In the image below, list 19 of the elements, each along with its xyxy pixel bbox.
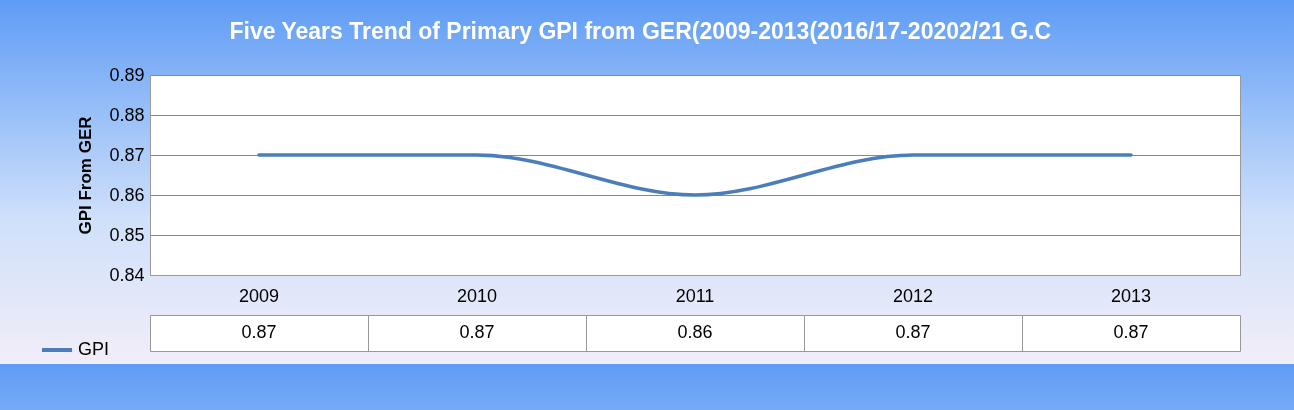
data-label: 0.87 xyxy=(895,322,931,342)
data-label: 0.87 xyxy=(241,322,277,342)
x-tick-label: 2013 xyxy=(1110,285,1152,306)
legend-label: GPI xyxy=(78,339,110,359)
chart-title: Five Years Trend of Primary GPI from GER(2009-2013(2016/17-20202/21 G.C xyxy=(229,17,1052,44)
x-tick-label: 2011 xyxy=(675,285,715,306)
data-label: 0.86 xyxy=(677,322,713,342)
y-tick-label: 0.84 xyxy=(109,264,145,285)
y-tick-label: 0.88 xyxy=(109,104,145,125)
y-tick-label: 0.89 xyxy=(109,64,145,85)
y-tick-label: 0.87 xyxy=(109,144,145,165)
y-tick-label: 0.85 xyxy=(109,224,145,245)
x-tick-label: 2010 xyxy=(456,285,498,306)
data-label: 0.87 xyxy=(1113,322,1149,342)
x-tick-label: 2009 xyxy=(238,285,280,306)
x-tick-label: 2012 xyxy=(892,285,934,306)
data-label: 0.87 xyxy=(459,322,495,342)
y-axis-title: GPI From GER xyxy=(76,116,96,235)
y-tick-label: 0.86 xyxy=(109,184,145,205)
